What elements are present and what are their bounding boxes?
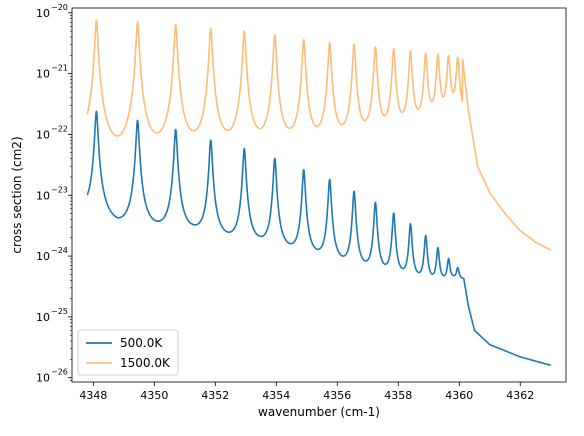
legend-label-1500K: 1500.0K xyxy=(120,356,171,370)
x-tick-label: 4354 xyxy=(262,389,290,402)
y-tick-label: 10 xyxy=(36,250,50,263)
y-tick-exponent: −22 xyxy=(51,124,68,133)
y-tick-exponent: −23 xyxy=(51,185,68,194)
x-tick-label: 4356 xyxy=(323,389,351,402)
y-tick-label: 10 xyxy=(36,68,50,81)
x-tick-label: 4348 xyxy=(79,389,107,402)
y-tick-label: 10 xyxy=(36,311,50,324)
y-tick-label: 10 xyxy=(36,372,50,385)
y-tick-label: 10 xyxy=(36,128,50,141)
series-line-15000K xyxy=(86,19,552,251)
x-tick-label: 4358 xyxy=(384,389,412,402)
y-tick-exponent: −24 xyxy=(51,246,68,255)
y-tick-label: 10 xyxy=(36,189,50,202)
x-axis: 4348 4350 4352 4354 4356 4358 4360 4362 xyxy=(79,382,534,402)
x-tick-label: 4350 xyxy=(140,389,168,402)
series-line-5000K xyxy=(86,110,551,367)
y-tick-exponent: −20 xyxy=(51,3,68,12)
x-tick-label: 4360 xyxy=(445,389,473,402)
y-tick-exponent: −25 xyxy=(51,307,68,316)
legend: 500.0K 1500.0K xyxy=(77,329,179,376)
series-layer xyxy=(86,19,552,367)
legend-label-500K: 500.0K xyxy=(120,336,163,350)
x-tick-label: 4362 xyxy=(506,389,534,402)
y-tick-label: 10 xyxy=(36,7,50,20)
x-axis-label: wavenumber (cm-1) xyxy=(258,405,380,419)
y-tick-exponent: −26 xyxy=(51,368,68,377)
y-axis-label: cross section (cm2) xyxy=(10,136,24,253)
x-tick-label: 4352 xyxy=(201,389,229,402)
y-tick-exponent: −21 xyxy=(51,64,68,73)
